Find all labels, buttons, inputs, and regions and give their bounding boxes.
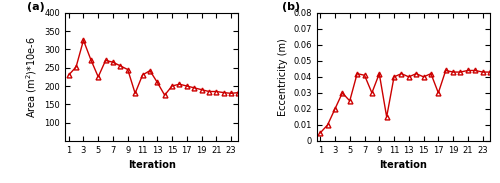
- X-axis label: Iteration: Iteration: [128, 160, 176, 170]
- X-axis label: Iteration: Iteration: [380, 160, 427, 170]
- Text: (b): (b): [282, 1, 300, 12]
- Y-axis label: Area (m$^2$)*10e-6: Area (m$^2$)*10e-6: [24, 36, 38, 118]
- Y-axis label: Eccentricity (m): Eccentricity (m): [278, 38, 287, 116]
- Text: (a): (a): [27, 1, 44, 12]
